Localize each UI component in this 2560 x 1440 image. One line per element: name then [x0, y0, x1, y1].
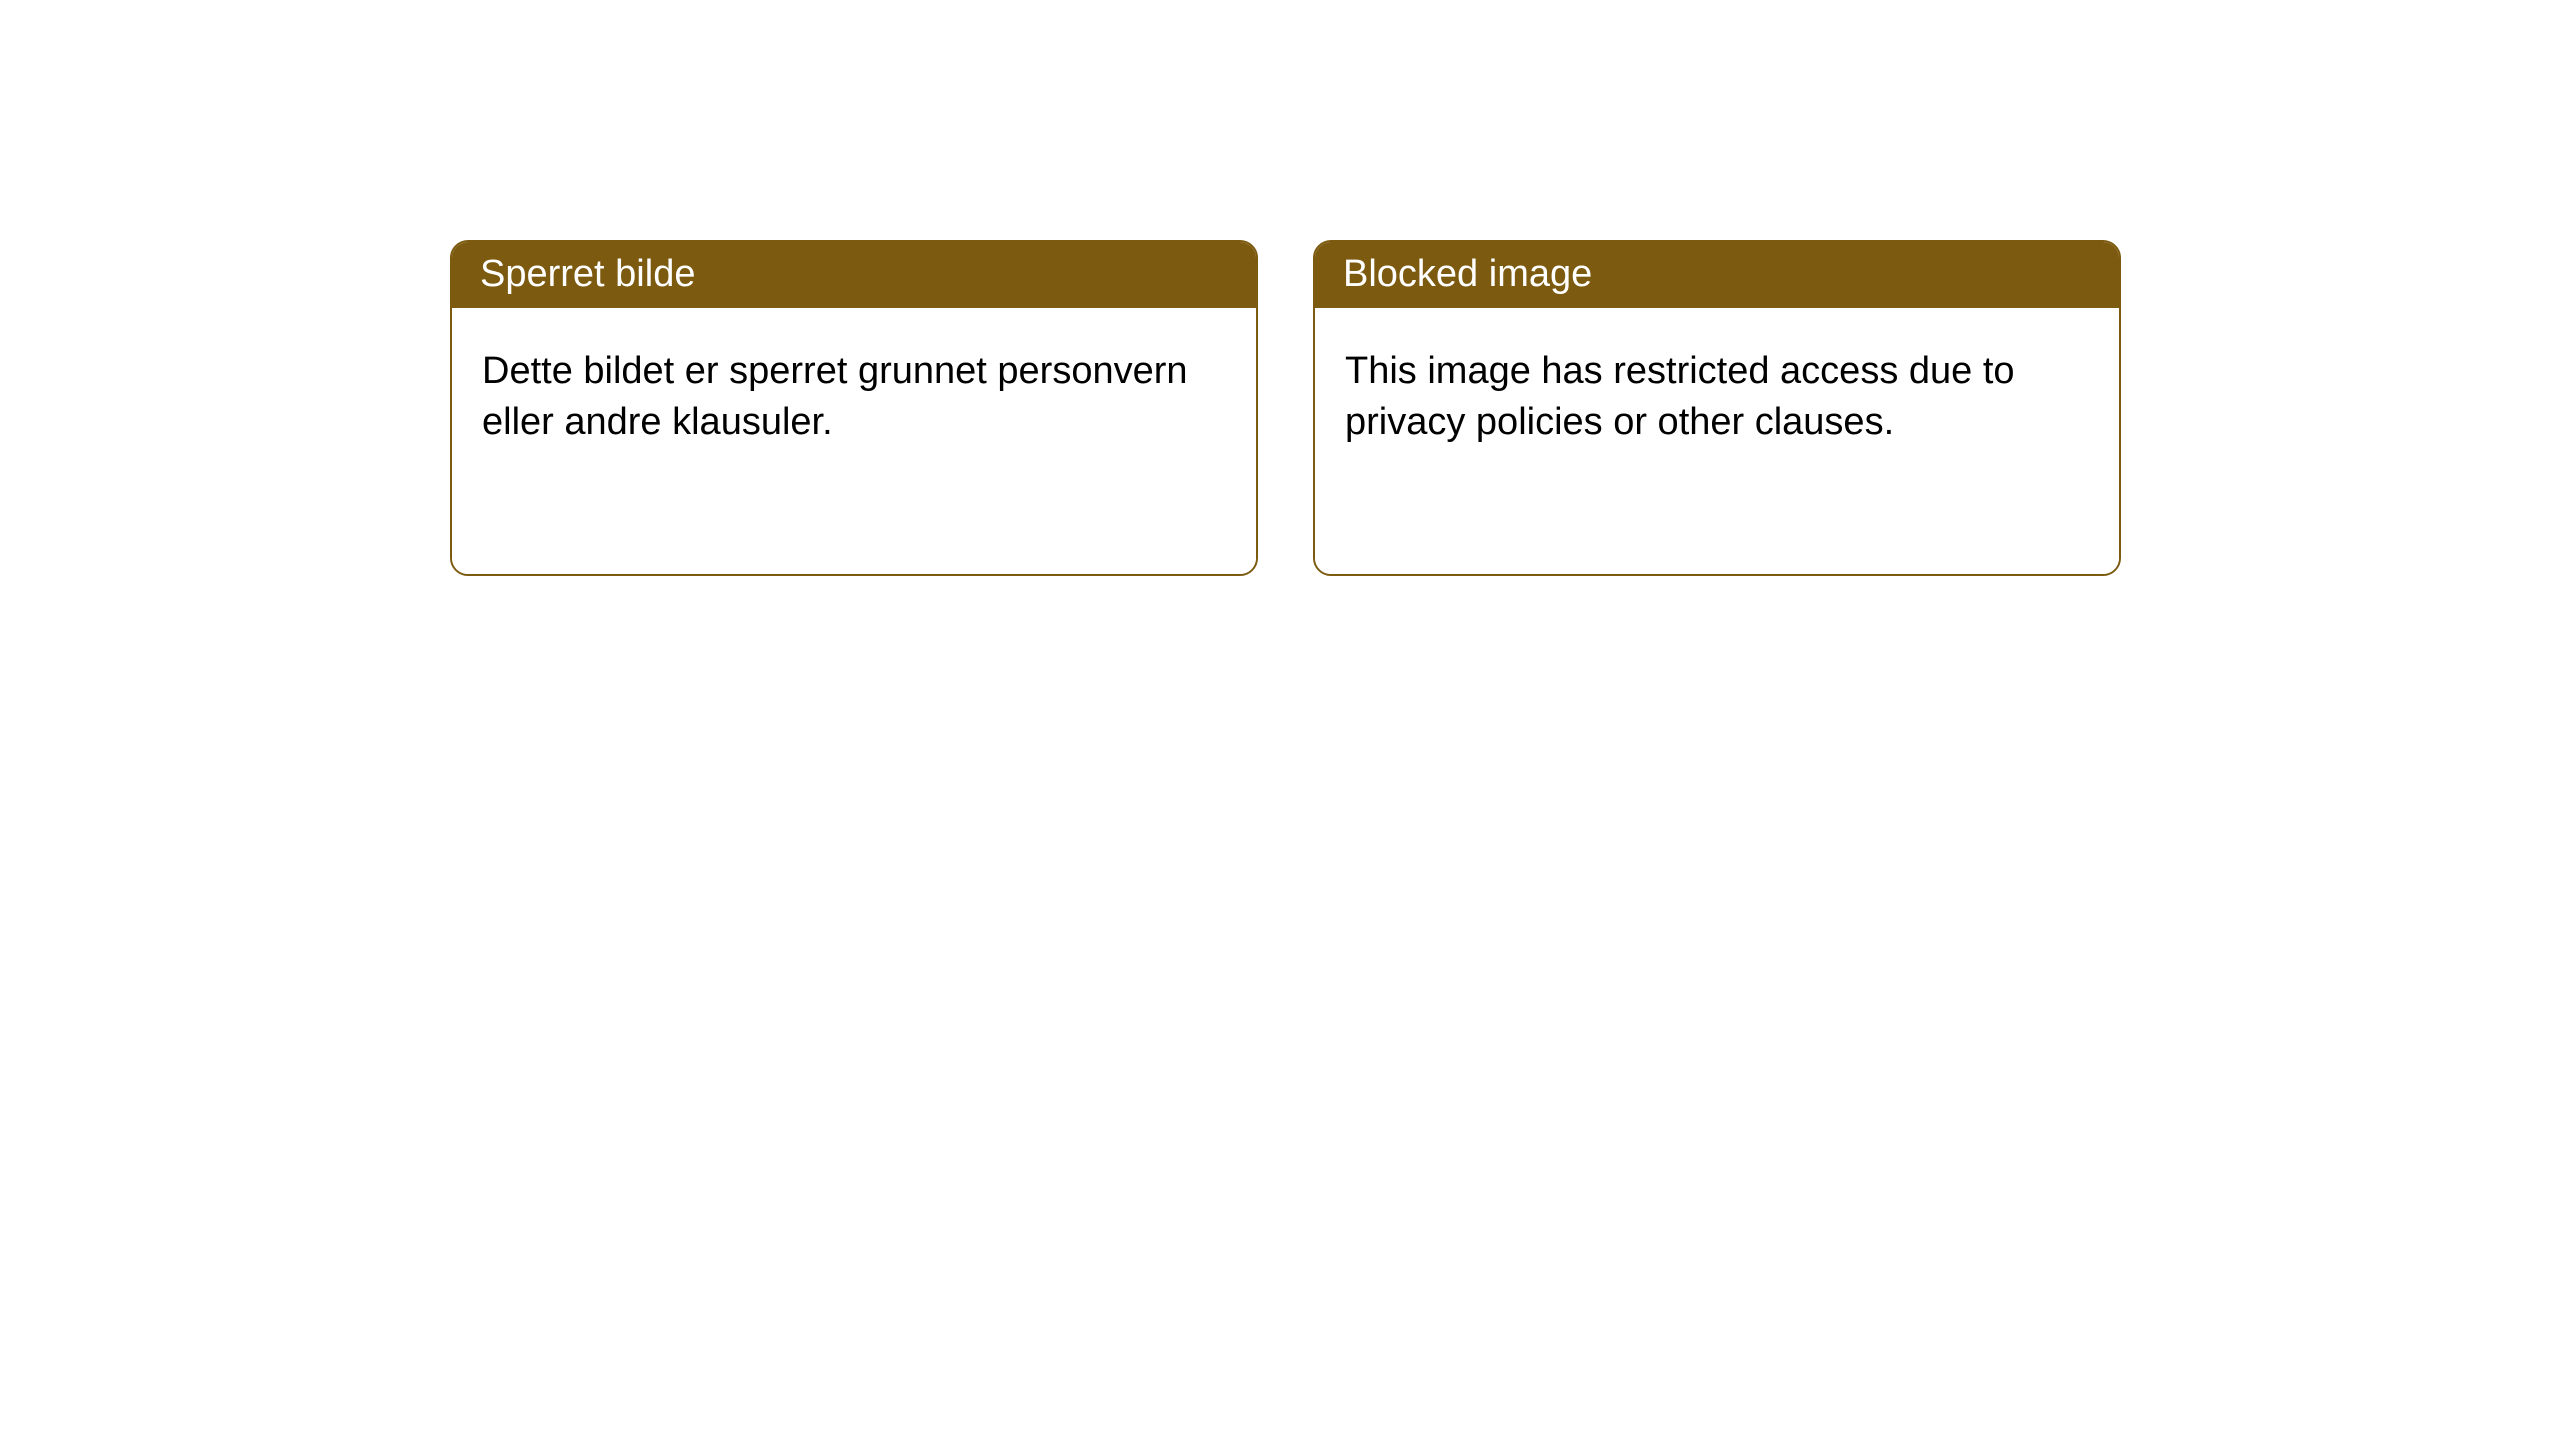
notice-card-norwegian: Sperret bilde Dette bildet er sperret gr…: [450, 240, 1258, 576]
notice-card-english: Blocked image This image has restricted …: [1313, 240, 2121, 576]
notice-title-norwegian: Sperret bilde: [452, 242, 1256, 308]
notice-container: Sperret bilde Dette bildet er sperret gr…: [0, 0, 2560, 576]
notice-body-norwegian: Dette bildet er sperret grunnet personve…: [452, 308, 1256, 574]
notice-title-english: Blocked image: [1315, 242, 2119, 308]
notice-body-english: This image has restricted access due to …: [1315, 308, 2119, 574]
